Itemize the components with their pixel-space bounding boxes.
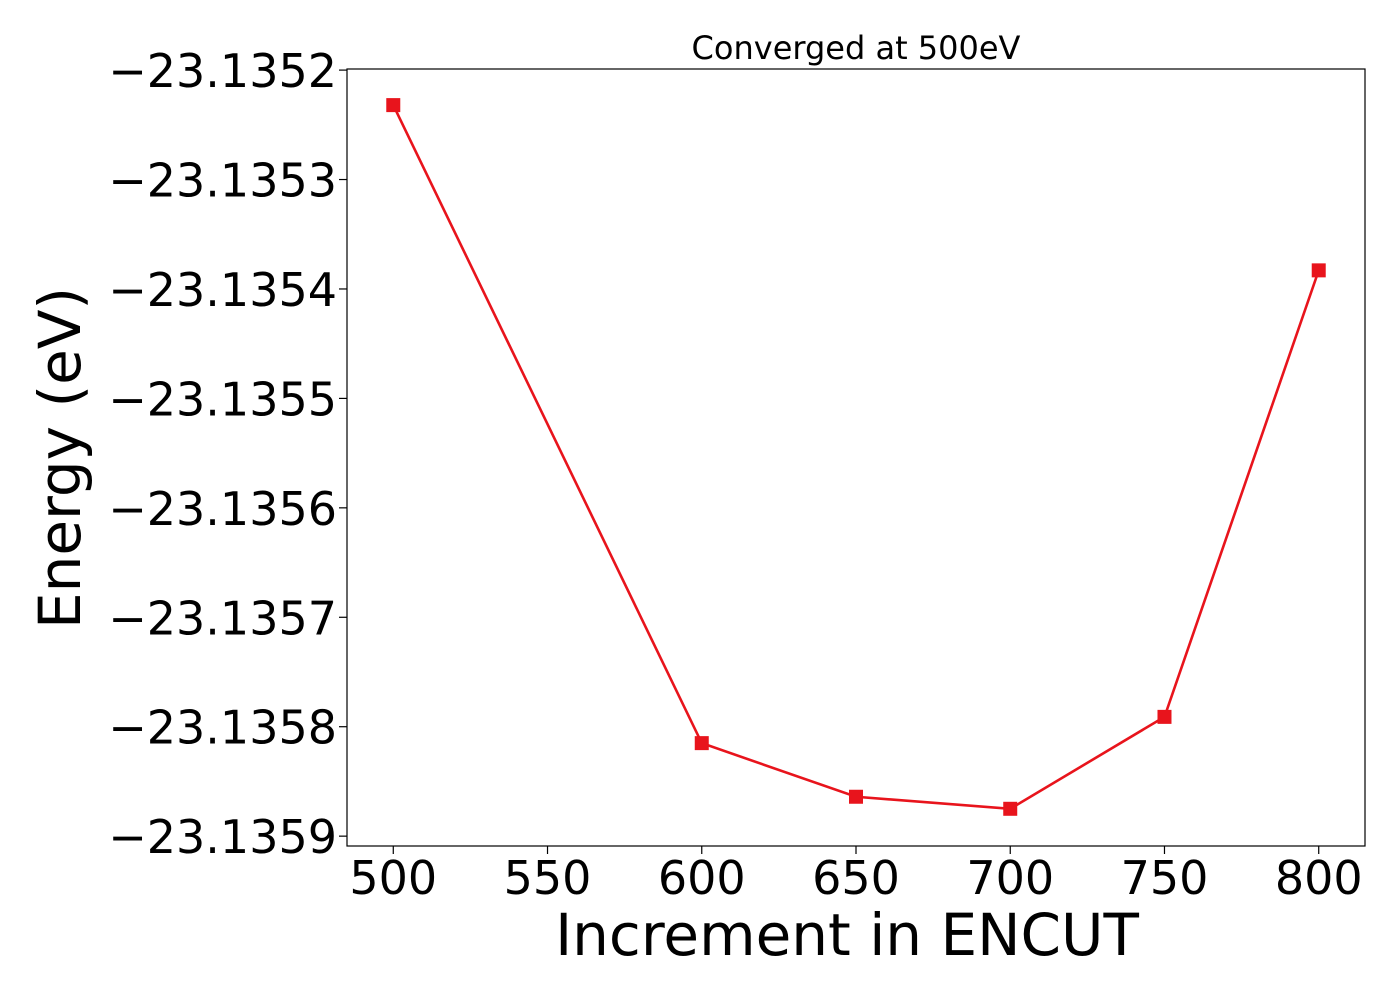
data-point — [1311, 263, 1326, 278]
x-tick-label: 650 — [812, 851, 900, 905]
y-tick-label: −23.1359 — [108, 810, 337, 864]
y-tick-label: −23.1353 — [108, 154, 337, 208]
series-layer — [386, 98, 1326, 816]
y-axis: −23.1352 −23.1353 −23.1354 −23.1355 −23.1356… — [108, 44, 347, 864]
y-tick-label: −23.1355 — [108, 372, 337, 426]
y-tick-label: −23.1358 — [108, 701, 337, 755]
series-line — [392, 104, 1320, 811]
data-point — [849, 789, 863, 804]
y-tick-label: −23.1354 — [108, 263, 337, 317]
x-tick-label: 800 — [1275, 851, 1363, 905]
data-point — [1157, 709, 1172, 724]
x-tick-label: 550 — [504, 851, 592, 905]
y-tick-label: −23.1357 — [108, 591, 337, 645]
plot-area — [346, 68, 1366, 847]
x-axis-label: Increment in ENCUT — [555, 901, 1139, 969]
x-tick-label: 700 — [966, 851, 1054, 905]
x-axis: 500 550 600 650 700 750 800 — [349, 846, 1363, 905]
x-tick-label: 600 — [658, 851, 746, 905]
data-point — [1003, 801, 1018, 816]
y-axis-label: Energy (eV) — [26, 287, 94, 629]
data-point — [386, 98, 401, 113]
y-tick-label: −23.1356 — [108, 482, 337, 536]
x-tick-label: 750 — [1121, 851, 1209, 905]
data-point — [694, 736, 709, 751]
chart-title: Converged at 500eV — [692, 29, 1021, 67]
y-tick-label: −23.1352 — [108, 44, 337, 98]
x-tick-label: 500 — [349, 851, 437, 905]
